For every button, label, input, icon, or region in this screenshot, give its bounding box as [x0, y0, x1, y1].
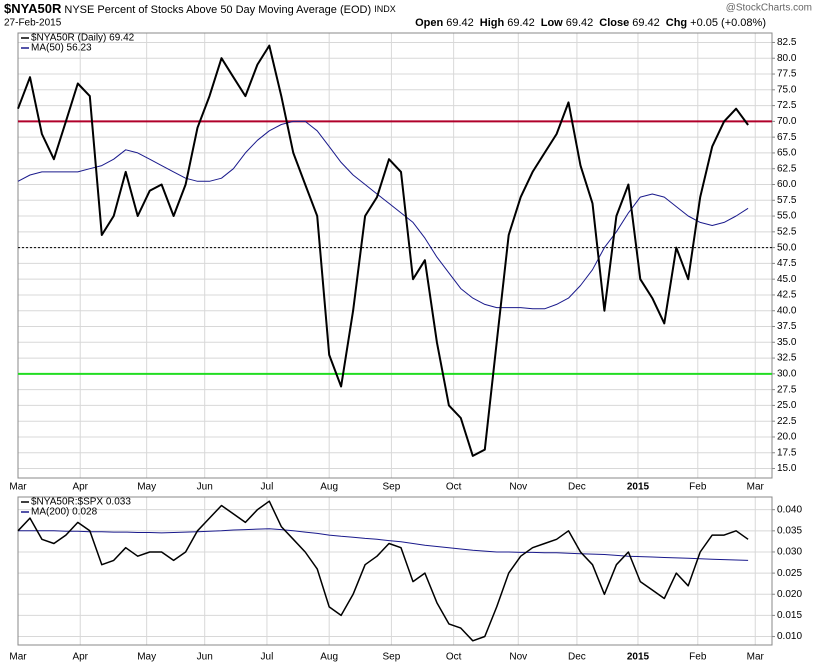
y-tick-label: 0.040 — [777, 504, 802, 515]
x-tick-label: May — [137, 652, 156, 663]
chart-header: $NYA50R NYSE Percent of Stocks Above 50 … — [4, 1, 396, 16]
y-tick-label: 42.5 — [777, 290, 797, 301]
y-tick-label: 67.5 — [777, 132, 797, 143]
y-tick-label: 35.0 — [777, 337, 797, 348]
series-line — [17, 120, 749, 310]
quote-label: High — [480, 17, 505, 29]
y-tick-label: 17.5 — [777, 447, 797, 458]
x-tick-label: 2015 — [627, 652, 650, 663]
series-line — [17, 44, 749, 457]
y-tick-label: 0.010 — [777, 631, 802, 642]
x-tick-label: Jul — [261, 652, 274, 663]
description: NYSE Percent of Stocks Above 50 Day Movi… — [64, 4, 371, 16]
x-tick-label: Nov — [509, 652, 527, 663]
quote-label: Low — [541, 17, 563, 29]
x-tick-label: Sep — [383, 652, 401, 663]
x-tick-label: Jun — [197, 652, 213, 663]
y-tick-label: 62.5 — [777, 163, 797, 174]
quote-value: 69.42 — [632, 17, 660, 29]
x-tick-label: Dec — [568, 482, 586, 493]
x-tick-label: Feb — [689, 482, 707, 493]
y-tick-label: 82.5 — [777, 37, 797, 48]
exchange: INDX — [374, 4, 396, 14]
x-tick-label: Aug — [320, 482, 338, 493]
y-tick-label: 77.5 — [777, 69, 797, 80]
x-tick-label: Mar — [9, 652, 27, 663]
y-tick-label: 55.0 — [777, 211, 797, 222]
y-tick-label: 80.0 — [777, 53, 797, 64]
y-tick-label: 25.0 — [777, 400, 797, 411]
y-tick-label: 72.5 — [777, 100, 797, 111]
quote-label: Chg — [666, 17, 687, 29]
y-tick-label: 60.0 — [777, 179, 797, 190]
x-tick-label: 2015 — [627, 482, 650, 493]
quote-value: 69.42 — [507, 17, 535, 29]
y-tick-label: 27.5 — [777, 384, 797, 395]
y-tick-label: 47.5 — [777, 258, 797, 269]
x-tick-label: Dec — [568, 652, 586, 663]
quote-label: Open — [415, 17, 443, 29]
x-tick-label: Mar — [747, 652, 765, 663]
x-tick-label: Feb — [689, 652, 707, 663]
x-tick-label: Jul — [261, 482, 274, 493]
date: 27-Feb-2015 — [4, 18, 62, 29]
y-tick-label: 22.5 — [777, 416, 797, 427]
y-tick-label: 0.035 — [777, 525, 802, 536]
y-tick-label: 0.015 — [777, 610, 802, 621]
quote-value: 69.42 — [446, 17, 474, 29]
quote-value: +0.05 (+0.08%) — [690, 17, 766, 29]
y-tick-label: 52.5 — [777, 226, 797, 237]
series-line — [18, 528, 749, 561]
x-tick-label: May — [137, 482, 156, 493]
y-tick-label: 20.0 — [777, 432, 797, 443]
y-tick-label: 65.0 — [777, 148, 797, 159]
y-tick-label: 37.5 — [777, 321, 797, 332]
quote-label: Close — [599, 17, 629, 29]
legend-label: $NYA50R (Daily) 69.42 — [31, 33, 135, 44]
plot-frame — [17, 496, 773, 646]
plot-frame — [17, 32, 773, 479]
x-tick-label: Oct — [446, 482, 462, 493]
y-tick-label: 32.5 — [777, 353, 797, 364]
legend-label: MA(200) 0.028 — [31, 507, 98, 518]
y-tick-label: 0.025 — [777, 568, 802, 579]
x-tick-label: Oct — [446, 652, 462, 663]
quote: Open 69.42 High 69.42 Low 69.42 Close 69.42 Chg +… — [415, 17, 766, 29]
y-tick-label: 0.030 — [777, 547, 802, 558]
y-tick-label: 15.0 — [777, 463, 797, 474]
x-tick-label: Apr — [72, 652, 88, 663]
y-tick-label: 0.020 — [777, 589, 802, 600]
y-tick-label: 50.0 — [777, 242, 797, 253]
legend-label: $NYA50R:$SPX 0.033 — [31, 497, 131, 508]
legend-label: MA(50) 56.23 — [31, 43, 92, 54]
y-tick-label: 45.0 — [777, 274, 797, 285]
x-tick-label: Aug — [320, 652, 338, 663]
y-tick-label: 75.0 — [777, 84, 797, 95]
watermark: @StockCharts.com — [726, 3, 812, 14]
y-tick-label: 57.5 — [777, 195, 797, 206]
symbol: $NYA50R — [4, 1, 62, 16]
x-tick-label: Mar — [747, 482, 765, 493]
y-tick-label: 30.0 — [777, 368, 797, 379]
x-tick-label: Sep — [383, 482, 401, 493]
x-tick-label: Jun — [197, 482, 213, 493]
x-tick-label: Nov — [509, 482, 527, 493]
x-tick-label: Apr — [72, 482, 88, 493]
series-line — [17, 500, 749, 642]
y-tick-label: 70.0 — [777, 116, 797, 127]
quote-value: 69.42 — [566, 17, 594, 29]
x-tick-label: Mar — [9, 482, 27, 493]
y-tick-label: 40.0 — [777, 305, 797, 316]
